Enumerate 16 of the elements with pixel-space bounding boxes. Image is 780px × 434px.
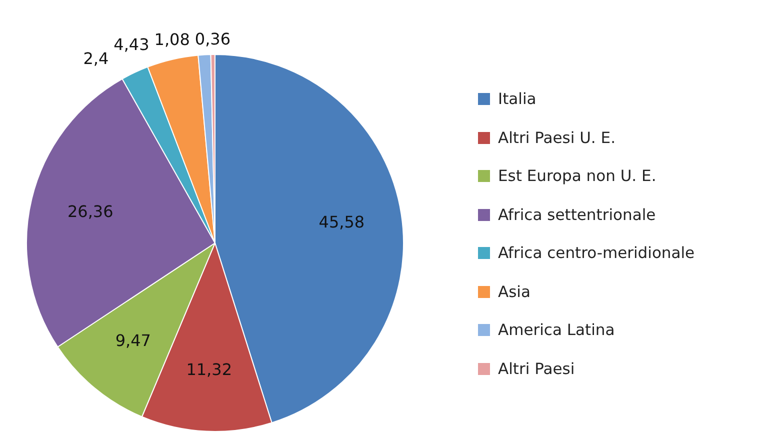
legend-label: Altri Paesi U. E. — [498, 128, 616, 147]
legend-label: Africa centro-meridionale — [498, 244, 695, 262]
data-label: 0,36 — [194, 30, 231, 49]
data-label: 4,43 — [114, 34, 150, 54]
data-label: 26,36 — [67, 202, 114, 222]
legend-label: Asia — [498, 282, 530, 301]
legend-label: Africa settentrionale — [498, 206, 656, 224]
data-label: 2,4 — [83, 48, 109, 68]
legend-label: Italia — [498, 90, 536, 108]
data-label: 9,47 — [115, 330, 151, 350]
data-label: 45,58 — [318, 212, 365, 232]
legend-label: America Latina — [498, 321, 615, 340]
data-label: 1,08 — [154, 30, 190, 49]
data-label: 11,32 — [186, 360, 232, 380]
legend-label: Est Europa non U. E. — [498, 167, 656, 186]
legend-label: Altri Paesi — [498, 360, 575, 378]
